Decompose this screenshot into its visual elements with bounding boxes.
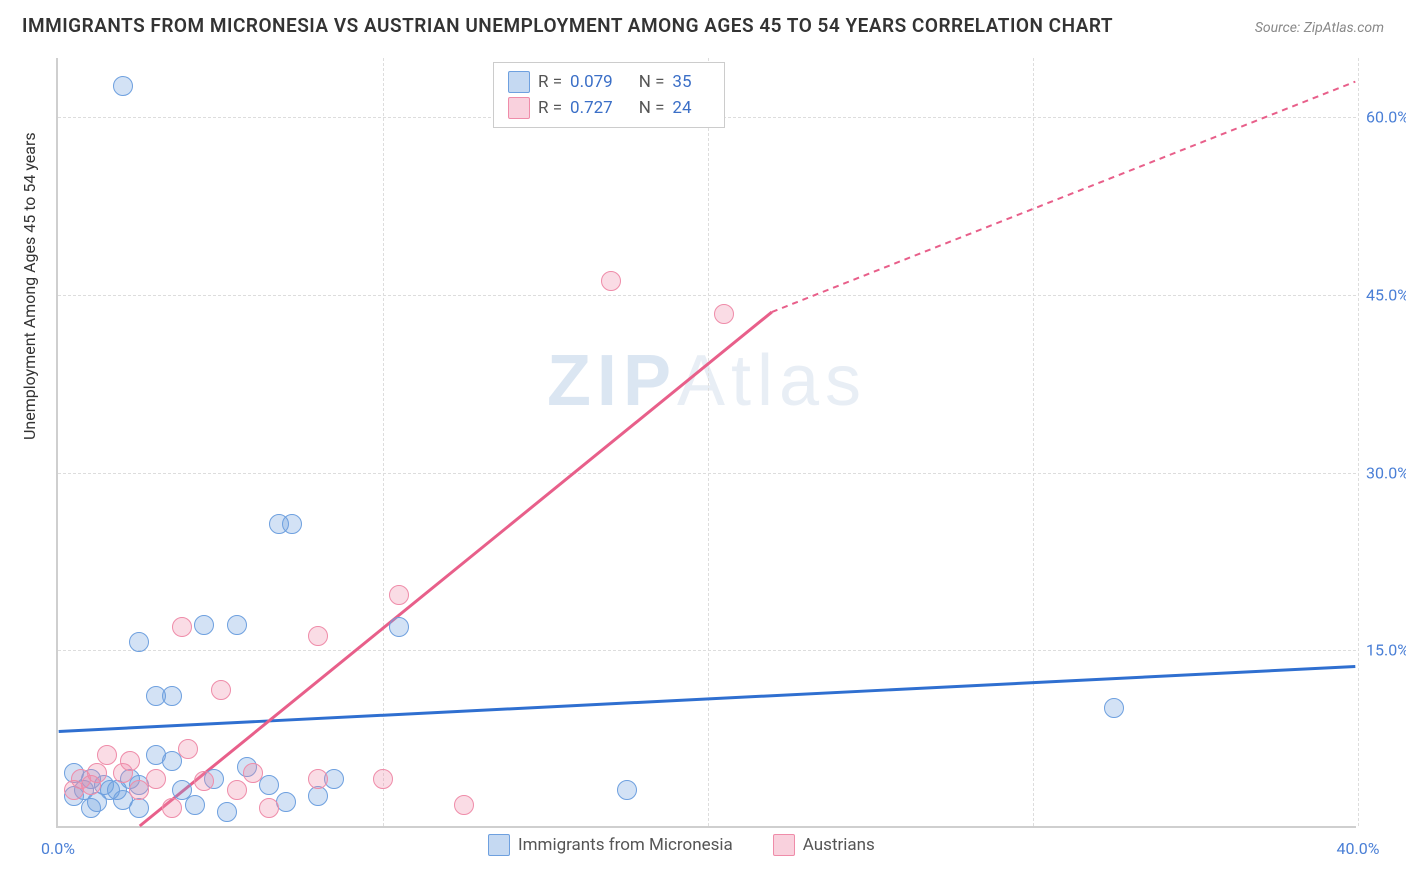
data-point — [185, 795, 205, 815]
data-point — [282, 514, 302, 534]
data-point — [227, 780, 247, 800]
data-point — [172, 617, 192, 637]
data-point — [178, 739, 198, 759]
legend-swatch — [508, 71, 530, 93]
data-point — [714, 304, 734, 324]
data-point — [308, 769, 328, 789]
legend-series-label: Immigrants from Micronesia — [518, 835, 733, 855]
legend-swatch — [488, 834, 510, 856]
data-point — [617, 780, 637, 800]
legend-r-label: R = — [538, 72, 562, 92]
legend-stat-row: R = 0.079 N = 35 — [508, 69, 710, 95]
data-point — [162, 798, 182, 818]
data-point — [454, 795, 474, 815]
legend-series-label: Austrians — [803, 835, 875, 855]
legend-stats-box: R = 0.079 N = 35 R = 0.727 N = 24 — [493, 62, 725, 128]
data-point — [113, 76, 133, 96]
data-point — [64, 780, 84, 800]
y-tick-label: 60.0% — [1366, 108, 1406, 127]
y-axis-label: Unemployment Among Ages 45 to 54 years — [20, 132, 39, 440]
legend-r-label: R = — [538, 98, 562, 118]
data-point — [97, 745, 117, 765]
chart-title: IMMIGRANTS FROM MICRONESIA VS AUSTRIAN U… — [22, 14, 1113, 37]
x-tick-label: 0.0% — [41, 839, 75, 858]
data-point — [308, 626, 328, 646]
legend-n-value: 24 — [672, 98, 691, 118]
data-point — [259, 775, 279, 795]
data-point — [120, 751, 140, 771]
data-point — [373, 769, 393, 789]
data-point — [389, 617, 409, 637]
y-tick-label: 15.0% — [1366, 641, 1406, 660]
legend-series-item: Austrians — [773, 834, 875, 856]
legend-n-label: N = — [639, 98, 665, 118]
chart-plot-area: ZIPAtlas 15.0%30.0%45.0%60.0%0.0%40.0% R… — [56, 58, 1356, 828]
x-tick-label: 40.0% — [1337, 839, 1380, 858]
data-point — [211, 680, 231, 700]
trend-lines — [58, 58, 1356, 826]
legend-swatch — [773, 834, 795, 856]
source-attribution: Source: ZipAtlas.com — [1255, 20, 1384, 36]
data-point — [227, 615, 247, 635]
legend-swatch — [508, 97, 530, 119]
legend-r-value: 0.727 — [570, 98, 613, 118]
legend-r-value: 0.079 — [570, 72, 613, 92]
data-point — [217, 802, 237, 822]
legend-series: Immigrants from Micronesia Austrians — [488, 834, 875, 856]
y-tick-label: 45.0% — [1366, 285, 1406, 304]
data-point — [259, 798, 279, 818]
data-point — [194, 771, 214, 791]
legend-n-label: N = — [639, 72, 665, 92]
data-point — [243, 763, 263, 783]
data-point — [146, 769, 166, 789]
data-point — [389, 585, 409, 605]
data-point — [308, 786, 328, 806]
legend-stat-row: R = 0.727 N = 24 — [508, 95, 710, 121]
data-point — [601, 271, 621, 291]
legend-n-value: 35 — [672, 72, 691, 92]
gridline-vertical — [1358, 58, 1359, 826]
legend-series-item: Immigrants from Micronesia — [488, 834, 733, 856]
data-point — [194, 615, 214, 635]
data-point — [129, 632, 149, 652]
data-point — [162, 686, 182, 706]
y-tick-label: 30.0% — [1366, 463, 1406, 482]
data-point — [1104, 698, 1124, 718]
data-point — [81, 798, 101, 818]
